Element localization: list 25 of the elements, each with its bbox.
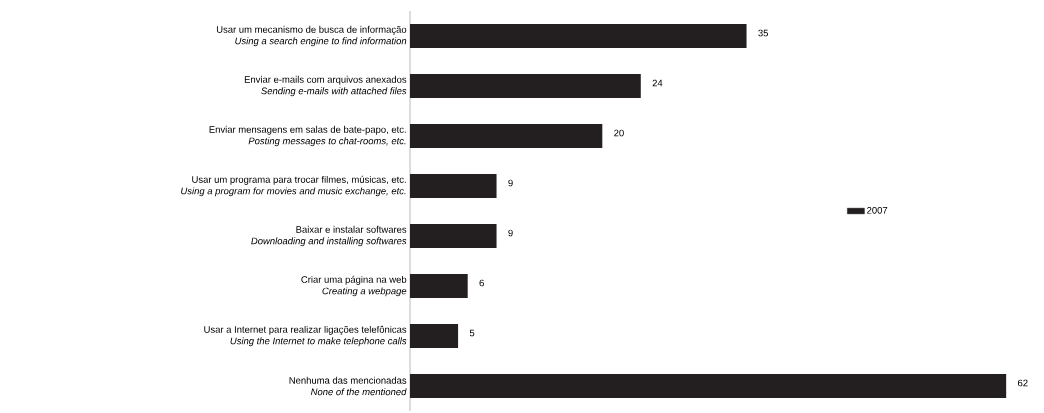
y-tick-label: Enviar mensagens em salas de bate-papo, etc. Posting messages to chat-rooms, etc. bbox=[209, 125, 406, 147]
y-tick-label: Usar um mecanismo de busca de informação Using a search engine to find information bbox=[216, 25, 407, 47]
bar bbox=[410, 274, 468, 299]
data-label: 35 bbox=[758, 29, 769, 37]
bar bbox=[410, 224, 497, 249]
bar bbox=[410, 324, 459, 348]
data-label: 6 bbox=[479, 279, 484, 287]
y-tick-label: Usar um programa para trocar filmes, músicas, etc. Using a program for movies and music exchange, etc. bbox=[181, 175, 406, 197]
y-tick-label: Usar a Internet para realizar ligações telefônicas Using the Internet to make telephone calls bbox=[204, 325, 407, 347]
data-label: 9 bbox=[508, 229, 513, 237]
y-tick-label: Criar uma página na web Creating a webpage bbox=[301, 275, 407, 297]
y-tick-label: Enviar e-mails com arquivos anexados Sending e-mails with attached files bbox=[244, 75, 407, 97]
y-tick-label: Nenhuma das mencionadas None of the mentioned bbox=[289, 376, 407, 396]
bar bbox=[410, 74, 641, 99]
bar bbox=[410, 24, 747, 49]
bar bbox=[410, 174, 497, 199]
data-label: 62 bbox=[1018, 379, 1028, 387]
data-label: 5 bbox=[469, 329, 475, 337]
y-tick-label: Baixar e instalar softwares Downloading and installing softwares bbox=[251, 225, 407, 247]
data-label: 9 bbox=[508, 179, 513, 187]
legend-label: 2007 bbox=[867, 206, 888, 214]
data-label: 20 bbox=[614, 129, 624, 137]
data-label: 24 bbox=[652, 79, 663, 87]
bar bbox=[410, 374, 1007, 398]
bar bbox=[410, 124, 603, 149]
